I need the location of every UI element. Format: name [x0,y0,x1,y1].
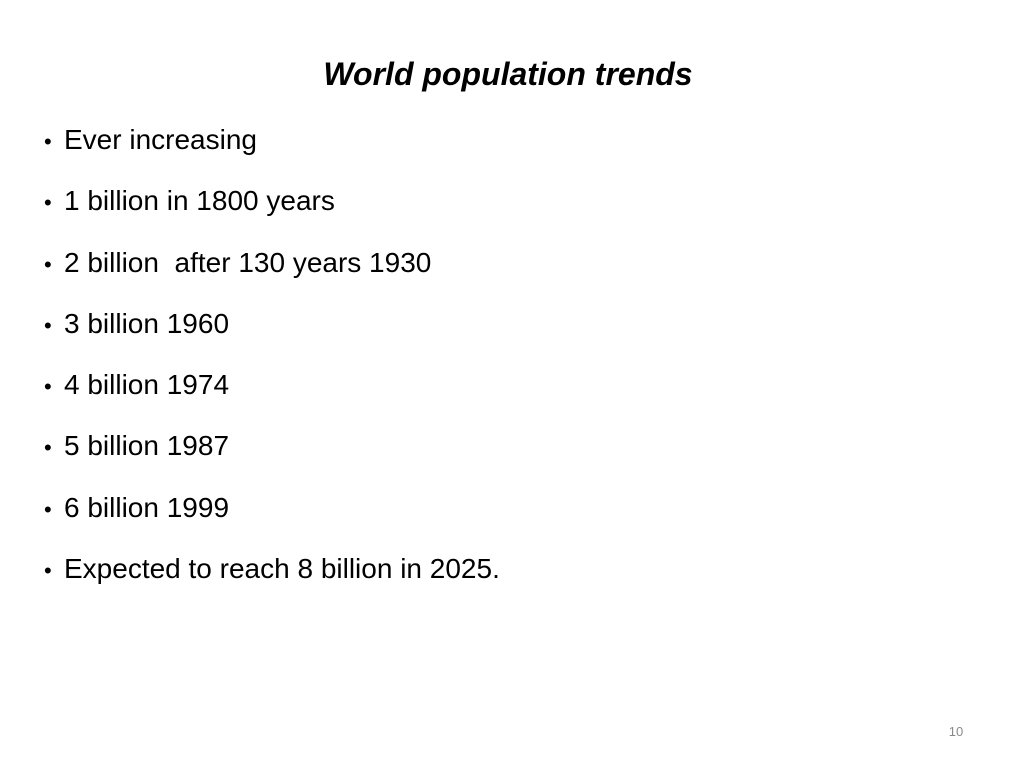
bullet-text: 6 billion 1999 [64,491,230,523]
bullet-dot-icon: • [44,435,52,461]
bullet-dot-icon: • [44,190,52,216]
bullet-item: • Expected to reach 8 billion in 2025. [44,547,500,608]
bullet-dot-icon: • [44,558,52,584]
bullet-dot-icon: • [44,496,52,522]
bullet-text: Ever increasing [64,124,257,155]
slide-title: World population trends [323,56,693,92]
bullet-text: 3 billion 1960 [64,307,230,339]
bullet-item: • 1 billion in 1800 years [44,179,500,240]
bullet-dot-icon: • [44,374,52,400]
bullet-text: 5 billion 1987 [64,430,230,462]
page-number: 10 [948,724,964,739]
bullet-item: • 3 billion 1960 [44,302,500,363]
bullet-item: • 6 billion 1999 [44,486,500,547]
bullet-dot-icon: • [44,312,52,338]
bullet-item: • Ever increasing [44,118,500,179]
bullet-dot-icon: • [44,251,52,277]
bullet-list: • Ever increasing • 1 billion in 1800 ye… [44,118,500,608]
bullet-item: • 5 billion 1987 [44,424,500,485]
bullet-item: • 4 billion 1974 [44,363,500,424]
bullet-text: 1 billion in 1800 years [64,185,335,217]
bullet-item: • 2 billion after 130 years 1930 [44,241,500,302]
bullet-text: Expected to reach 8 billion in 2025. [64,553,500,585]
bullet-text: 2 billion after 130 years 1930 [64,246,432,278]
bullet-dot-icon: • [44,129,52,154]
bullet-text: 4 billion 1974 [64,369,230,401]
